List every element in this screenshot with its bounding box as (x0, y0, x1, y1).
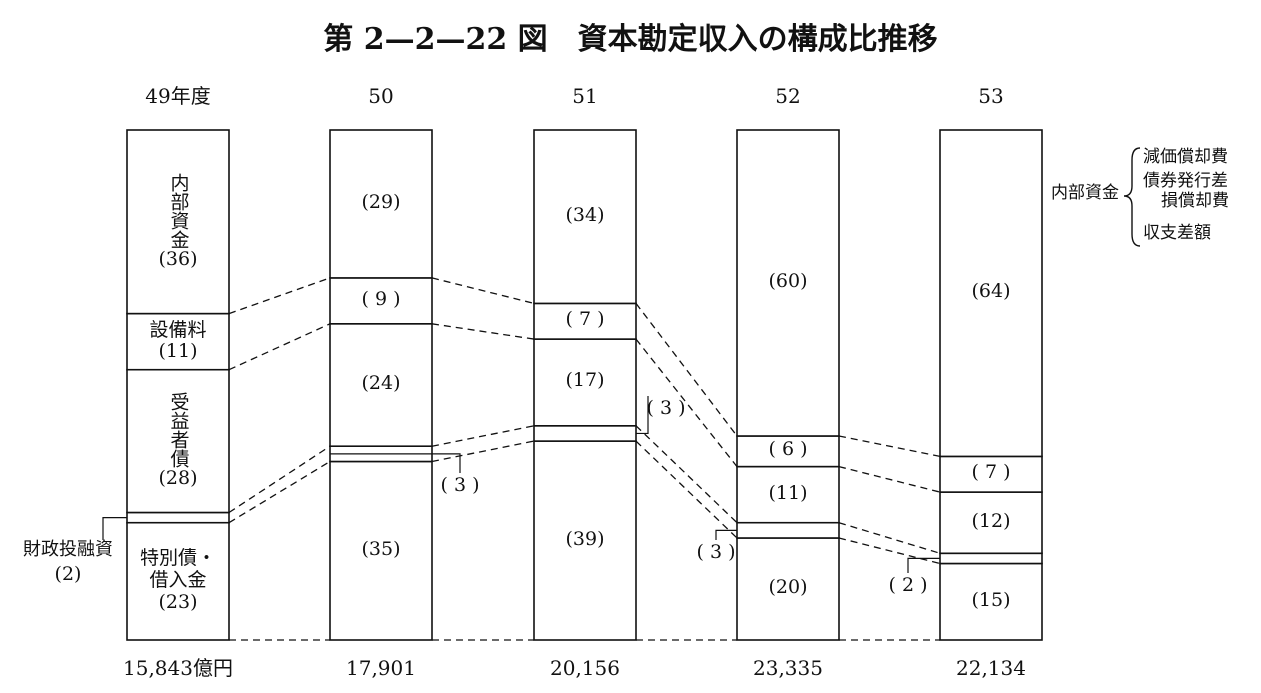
total-label: 17,901 (346, 656, 416, 680)
series-name: 財政投融資 (23, 539, 113, 560)
value-label: ( 3 ) (646, 397, 686, 419)
total-label: 15,843億円 (123, 656, 233, 680)
pointer (330, 453, 461, 473)
connector (838, 537, 941, 565)
bar-segment (126, 511, 230, 524)
total-label: 23,335 (753, 656, 823, 680)
value-label: (36) (158, 247, 198, 270)
bar-segment (329, 460, 433, 641)
bar-segment (126, 521, 230, 641)
value-label: (29) (361, 190, 401, 213)
value-label: ( 6 ) (768, 438, 808, 461)
value-label: (11) (158, 340, 198, 363)
connector (635, 425, 738, 524)
pointer (907, 557, 940, 573)
bar-segment (939, 129, 1043, 458)
value-label: (11) (768, 481, 808, 504)
bar-segment (533, 338, 637, 427)
bar-segment (736, 521, 840, 539)
value-label: ( 2 ) (888, 574, 928, 596)
value-label: ( 7 ) (565, 308, 605, 331)
connector (838, 522, 941, 554)
segment-label: 設備料 (11) (127, 318, 229, 364)
series-name: 設備料 (149, 318, 207, 341)
value-label: ( 7 ) (971, 461, 1011, 484)
connector (635, 303, 738, 437)
connector (431, 277, 535, 305)
bar-segment (533, 424, 637, 442)
bar-segment (736, 129, 840, 437)
connector (228, 460, 331, 524)
series-name: 受益者債 (167, 392, 190, 469)
annotation-item: 収支差額 (1143, 223, 1211, 243)
value-label: ( 3 ) (696, 541, 736, 563)
connector (635, 338, 738, 468)
total-label: 22,134 (956, 656, 1026, 680)
value-label: (34) (565, 203, 605, 226)
connector (431, 425, 535, 447)
value-label: ( 3 ) (440, 474, 480, 496)
annotation-item: 減価償却費 (1143, 147, 1228, 167)
bar-segment (126, 129, 230, 315)
pointer (102, 516, 127, 540)
segment-label: 内部資金 (36) (127, 173, 229, 271)
value-label: (35) (361, 537, 401, 560)
connector (431, 440, 535, 463)
pointer (715, 529, 737, 540)
x-category-label: 53 (978, 84, 1004, 108)
pointer (636, 396, 649, 435)
bar-segment (533, 129, 637, 305)
bar-segment (939, 562, 1043, 641)
x-category-label: 50 (368, 84, 394, 108)
value-label: (20) (768, 576, 808, 598)
value-label: (60) (768, 270, 808, 292)
bar-segment (939, 552, 1043, 565)
value-label: (28) (158, 467, 198, 490)
value-label: (23) (158, 591, 198, 614)
value-label: (24) (361, 372, 401, 394)
bar-segment (126, 312, 230, 371)
connector (228, 277, 331, 315)
chart-title: 第 2—2—22 図 資本勘定収入の構成比推移 (323, 22, 938, 57)
segment-label: 受益者債 (28) (127, 392, 229, 490)
segment-label: 特別債・借入金 (23) (127, 547, 229, 614)
bar-segment (736, 537, 840, 641)
connector (228, 445, 331, 514)
bar-segment (329, 277, 433, 325)
connector (838, 465, 941, 493)
value-label: (64) (971, 280, 1011, 303)
total-label: 20,156 (550, 656, 620, 680)
brace (1123, 147, 1141, 247)
connector (431, 323, 535, 340)
value-label: (12) (971, 509, 1011, 532)
annotation-item: 債券発行差損償却費 (1143, 171, 1229, 211)
x-category-label: 52 (775, 84, 801, 108)
series-name: 内部資金 (167, 172, 190, 249)
value-label: ( 9 ) (361, 287, 401, 310)
value-label: (17) (565, 369, 605, 392)
annotation-label: 内部資金 (1051, 183, 1119, 203)
bar-segment (329, 129, 433, 279)
bar-segment (329, 322, 433, 447)
bar-segment (736, 465, 840, 524)
value-label: (2) (54, 563, 82, 585)
series-name: 特別債・借入金 (139, 547, 216, 592)
x-category-label: 49年度 (145, 84, 211, 108)
bar-segment (939, 491, 1043, 555)
x-category-label: 51 (572, 84, 598, 108)
value-label: (39) (565, 527, 605, 550)
connector (228, 323, 331, 371)
connector (838, 435, 941, 458)
connector (635, 440, 738, 539)
value-label: (15) (971, 588, 1011, 611)
